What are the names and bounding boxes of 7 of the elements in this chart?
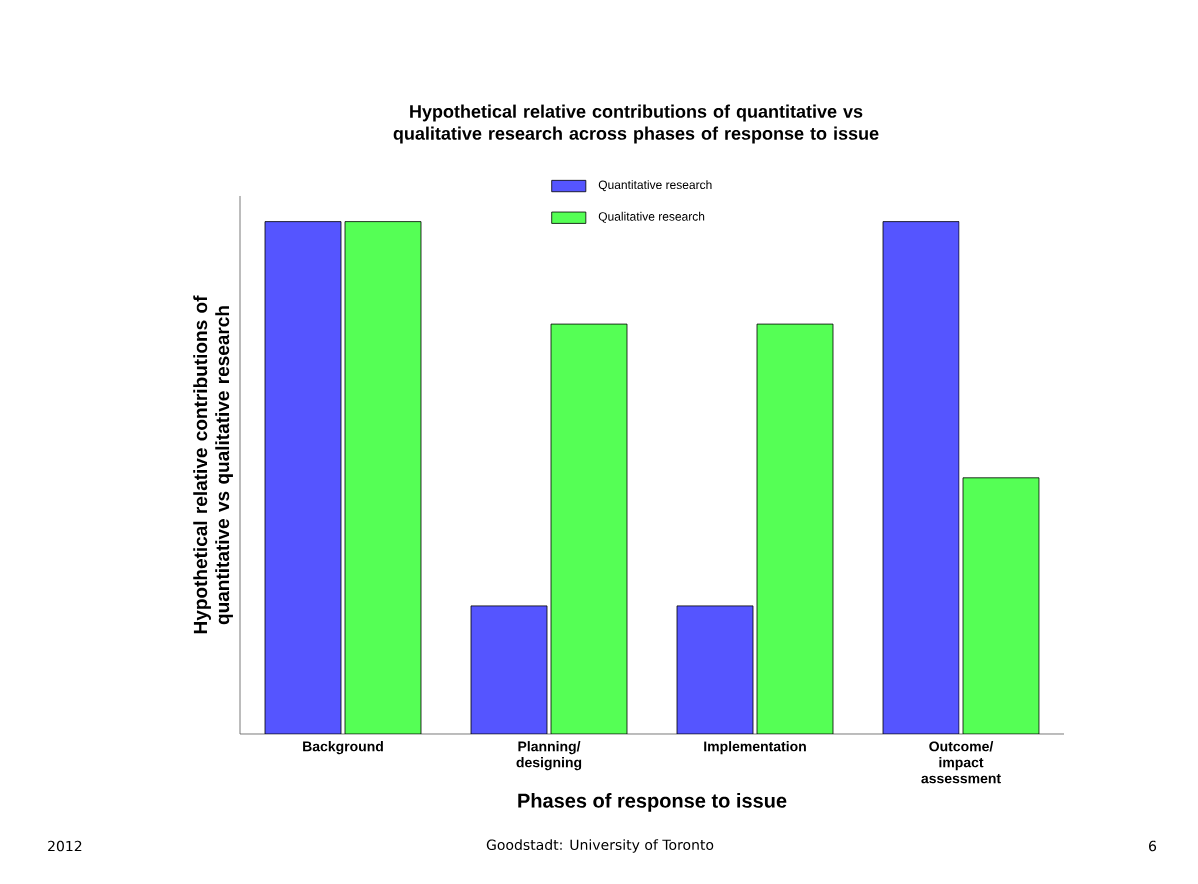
y-axis-title: Hypothetical relative contributions of quantitative vs qualitative research	[193, 295, 233, 634]
bar	[264, 221, 342, 734]
bar	[676, 605, 754, 734]
bar	[882, 221, 960, 734]
bar	[470, 605, 548, 734]
chart-title: Hypothetical relative contributions of quantitative vs qualitative research across phases of response to issue	[393, 104, 879, 144]
x-axis-title: Phases of response to issue	[518, 793, 787, 812]
